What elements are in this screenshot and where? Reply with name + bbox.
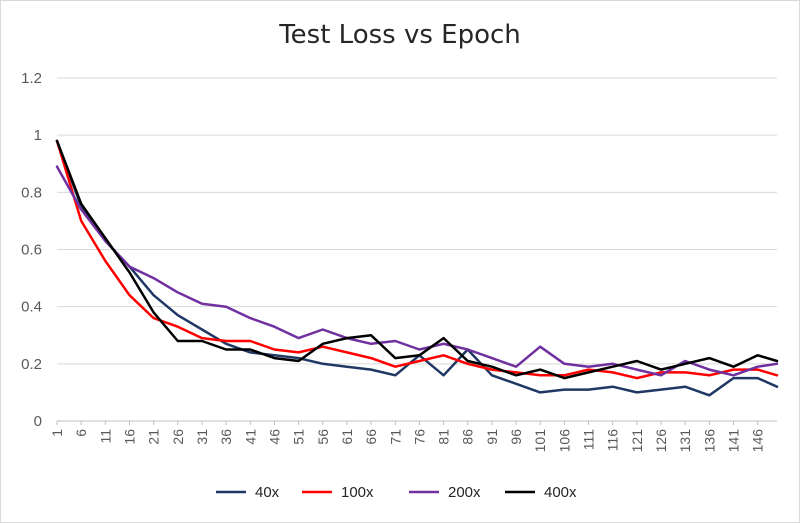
chart-title: Test Loss vs Epoch bbox=[279, 20, 521, 50]
series-200x bbox=[55, 165, 779, 377]
series-line bbox=[55, 165, 779, 377]
x-tick-label: 136 bbox=[701, 429, 717, 453]
x-tick-label: 31 bbox=[194, 429, 210, 445]
x-tick-label: 141 bbox=[726, 429, 742, 453]
x-tick-label: 51 bbox=[291, 429, 307, 445]
x-tick-label: 46 bbox=[266, 429, 282, 445]
legend-item: 200x bbox=[409, 484, 481, 501]
x-tick-label: 91 bbox=[484, 429, 500, 445]
legend-item: 100x bbox=[302, 484, 374, 501]
y-axis-ticks: 0 0.2 0.4 0.6 0.8 1 1.2 bbox=[21, 70, 42, 430]
series-line bbox=[55, 139, 779, 380]
legend-label: 200x bbox=[448, 484, 481, 501]
y-tick-label: 1 bbox=[34, 127, 42, 144]
x-tick-label: 121 bbox=[629, 429, 645, 453]
series-40x bbox=[55, 139, 779, 397]
x-tick-label: 101 bbox=[532, 429, 548, 453]
x-tick-label: 61 bbox=[339, 429, 355, 445]
x-tick-label: 81 bbox=[436, 429, 452, 445]
x-tick-label: 86 bbox=[460, 429, 476, 445]
x-tick-label: 126 bbox=[653, 429, 669, 453]
series-line bbox=[55, 139, 779, 380]
x-tick-label: 131 bbox=[677, 429, 693, 453]
x-tick-label: 16 bbox=[121, 429, 137, 445]
x-tick-label: 96 bbox=[508, 429, 524, 445]
series-100x bbox=[55, 139, 779, 380]
legend-label: 400x bbox=[544, 484, 577, 501]
x-tick-label: 6 bbox=[73, 429, 89, 437]
series-lines bbox=[55, 139, 779, 397]
gridlines bbox=[57, 77, 777, 422]
x-tick-label: 146 bbox=[750, 429, 766, 453]
x-tick-label: 36 bbox=[218, 429, 234, 445]
legend-item: 40x bbox=[216, 484, 280, 501]
x-tick-label: 41 bbox=[242, 429, 258, 445]
x-tick-label: 111 bbox=[581, 429, 597, 450]
y-tick-label: 0.6 bbox=[21, 242, 42, 259]
y-tick-label: 1.2 bbox=[21, 70, 42, 87]
x-tick-label: 1 bbox=[49, 429, 65, 437]
y-tick-label: 0.4 bbox=[21, 299, 42, 316]
series-line bbox=[55, 139, 779, 397]
y-tick-label: 0.8 bbox=[21, 184, 42, 201]
x-tick-label: 21 bbox=[146, 429, 162, 445]
x-tick-label: 11 bbox=[97, 429, 113, 444]
x-tick-label: 56 bbox=[315, 429, 331, 445]
y-tick-label: 0 bbox=[34, 413, 42, 430]
x-tick-label: 116 bbox=[605, 429, 621, 452]
legend-label: 40x bbox=[255, 484, 280, 501]
y-tick-label: 0.2 bbox=[21, 356, 42, 373]
x-tick-label: 66 bbox=[363, 429, 379, 445]
series-400x bbox=[55, 139, 779, 380]
x-tick-label: 106 bbox=[556, 429, 572, 453]
legend: 40x 100x 200x 400x bbox=[216, 484, 577, 501]
x-tick-label: 71 bbox=[387, 429, 403, 445]
x-tick-label: 26 bbox=[170, 429, 186, 445]
legend-item: 400x bbox=[505, 484, 577, 501]
legend-label: 100x bbox=[341, 484, 374, 501]
x-axis-ticks: 1 6 11 16 21 26 31 36 41 46 51 56 61 66 71 76 81 86 91 96 10… bbox=[49, 421, 766, 452]
x-tick-label: 76 bbox=[411, 429, 427, 445]
